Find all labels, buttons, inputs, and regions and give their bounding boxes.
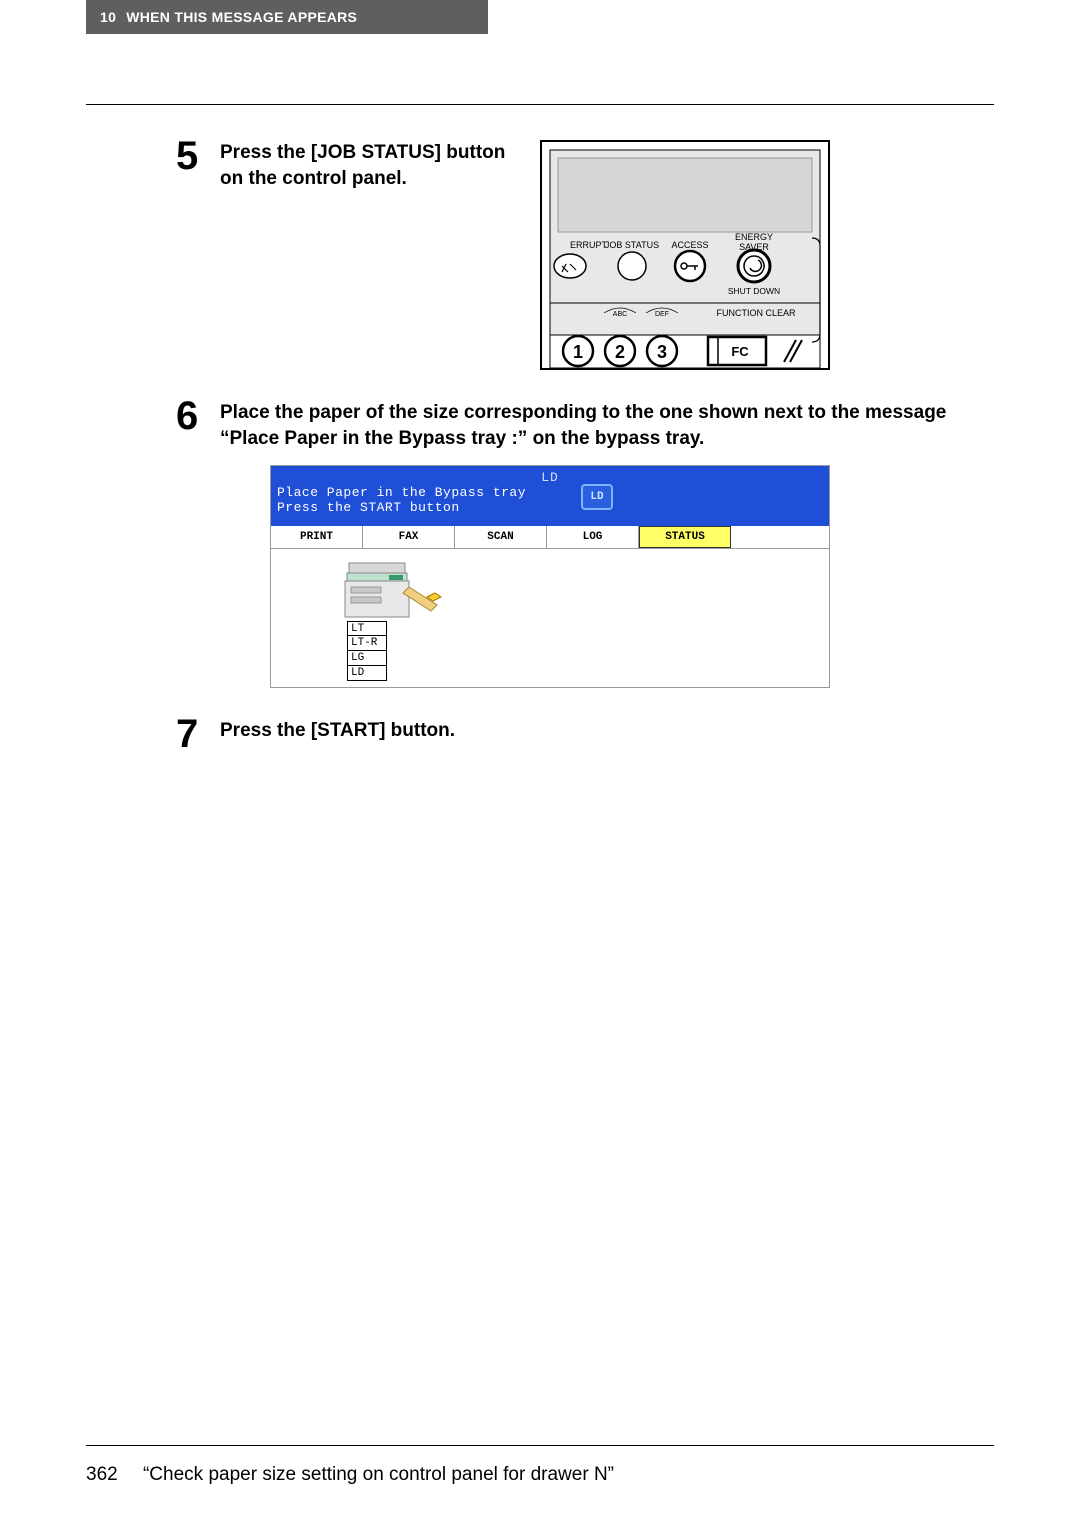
label-interrupt: ERRUPT [570, 240, 608, 250]
label-energy: ENERGY [735, 232, 773, 242]
svg-text:1: 1 [573, 342, 583, 362]
svg-text:FC: FC [731, 344, 749, 359]
key-fc: FC [708, 337, 766, 365]
interrupt-button [554, 254, 586, 278]
label-job-status: JOB STATUS [605, 240, 659, 250]
control-panel-illustration: ERRUPT JOB STATUS ACCESS ENERGY SAVER [540, 140, 994, 370]
key-3: 3 [647, 336, 677, 366]
page-number: 362 [86, 1464, 118, 1485]
step-number: 5 [176, 136, 220, 370]
copier-icon [331, 557, 451, 631]
svg-text:2: 2 [615, 342, 625, 362]
lcd-message-1: Place Paper in the Bypass tray [277, 485, 823, 500]
key-1: 1 [563, 336, 593, 366]
energy-saver-button [738, 250, 770, 282]
access-button [675, 251, 705, 281]
label-abc: ABC [613, 311, 627, 318]
step-7: 7 Press the [START] button. [176, 714, 994, 754]
step-number: 7 [176, 714, 220, 754]
size-ld: LD [347, 666, 387, 681]
footer-text: “Check paper size setting on control pan… [143, 1464, 614, 1485]
label-def: DEF [655, 311, 669, 318]
tab-scan[interactable]: SCAN [455, 526, 547, 548]
lcd-header: LD Place Paper in the Bypass tray Press … [271, 466, 829, 526]
lcd-message-2: Press the START button [277, 500, 823, 515]
lcd-tabs: PRINT FAX SCAN LOG STATUS [271, 526, 829, 549]
rule-top [86, 104, 994, 105]
lcd-body: LT LT-R LG LD [271, 549, 829, 687]
rule-bottom [86, 1445, 994, 1446]
size-lt: LT [347, 621, 387, 636]
label-access: ACCESS [671, 240, 708, 250]
step-number: 6 [176, 396, 220, 688]
header-tab: 10 WHEN THIS MESSAGE APPEARS [86, 0, 488, 34]
label-function-clear: FUNCTION CLEAR [716, 308, 796, 318]
steps-container: 5 Press the [JOB STATUS] button on the c… [176, 136, 994, 780]
step-6: 6 Place the paper of the size correspond… [176, 396, 994, 688]
step-title: Press the [JOB STATUS] button on the con… [220, 140, 510, 191]
step-title: Press the [START] button. [220, 718, 994, 744]
tab-fax[interactable]: FAX [363, 526, 455, 548]
lcd-top-code: LD [277, 470, 823, 485]
key-2: 2 [605, 336, 635, 366]
label-shutdown: SHUT DOWN [728, 286, 780, 296]
tab-status[interactable]: STATUS [639, 526, 731, 548]
lcd-size-badge: LD [581, 484, 613, 510]
size-lg: LG [347, 651, 387, 666]
chapter-title: WHEN THIS MESSAGE APPEARS [126, 9, 357, 25]
footer: 362 “Check paper size setting on control… [86, 1464, 614, 1486]
lcd-screenshot: LD Place Paper in the Bypass tray Press … [270, 465, 994, 688]
size-lt-r: LT-R [347, 636, 387, 651]
chapter-number: 10 [100, 9, 116, 25]
svg-text:3: 3 [657, 342, 667, 362]
tab-print[interactable]: PRINT [271, 526, 363, 548]
tab-spacer [731, 526, 823, 548]
job-status-button [618, 252, 646, 280]
paper-size-stack: LT LT-R LG LD [347, 621, 387, 681]
tab-log[interactable]: LOG [547, 526, 639, 548]
step-5: 5 Press the [JOB STATUS] button on the c… [176, 136, 994, 370]
step-title: Place the paper of the size correspondin… [220, 400, 994, 451]
